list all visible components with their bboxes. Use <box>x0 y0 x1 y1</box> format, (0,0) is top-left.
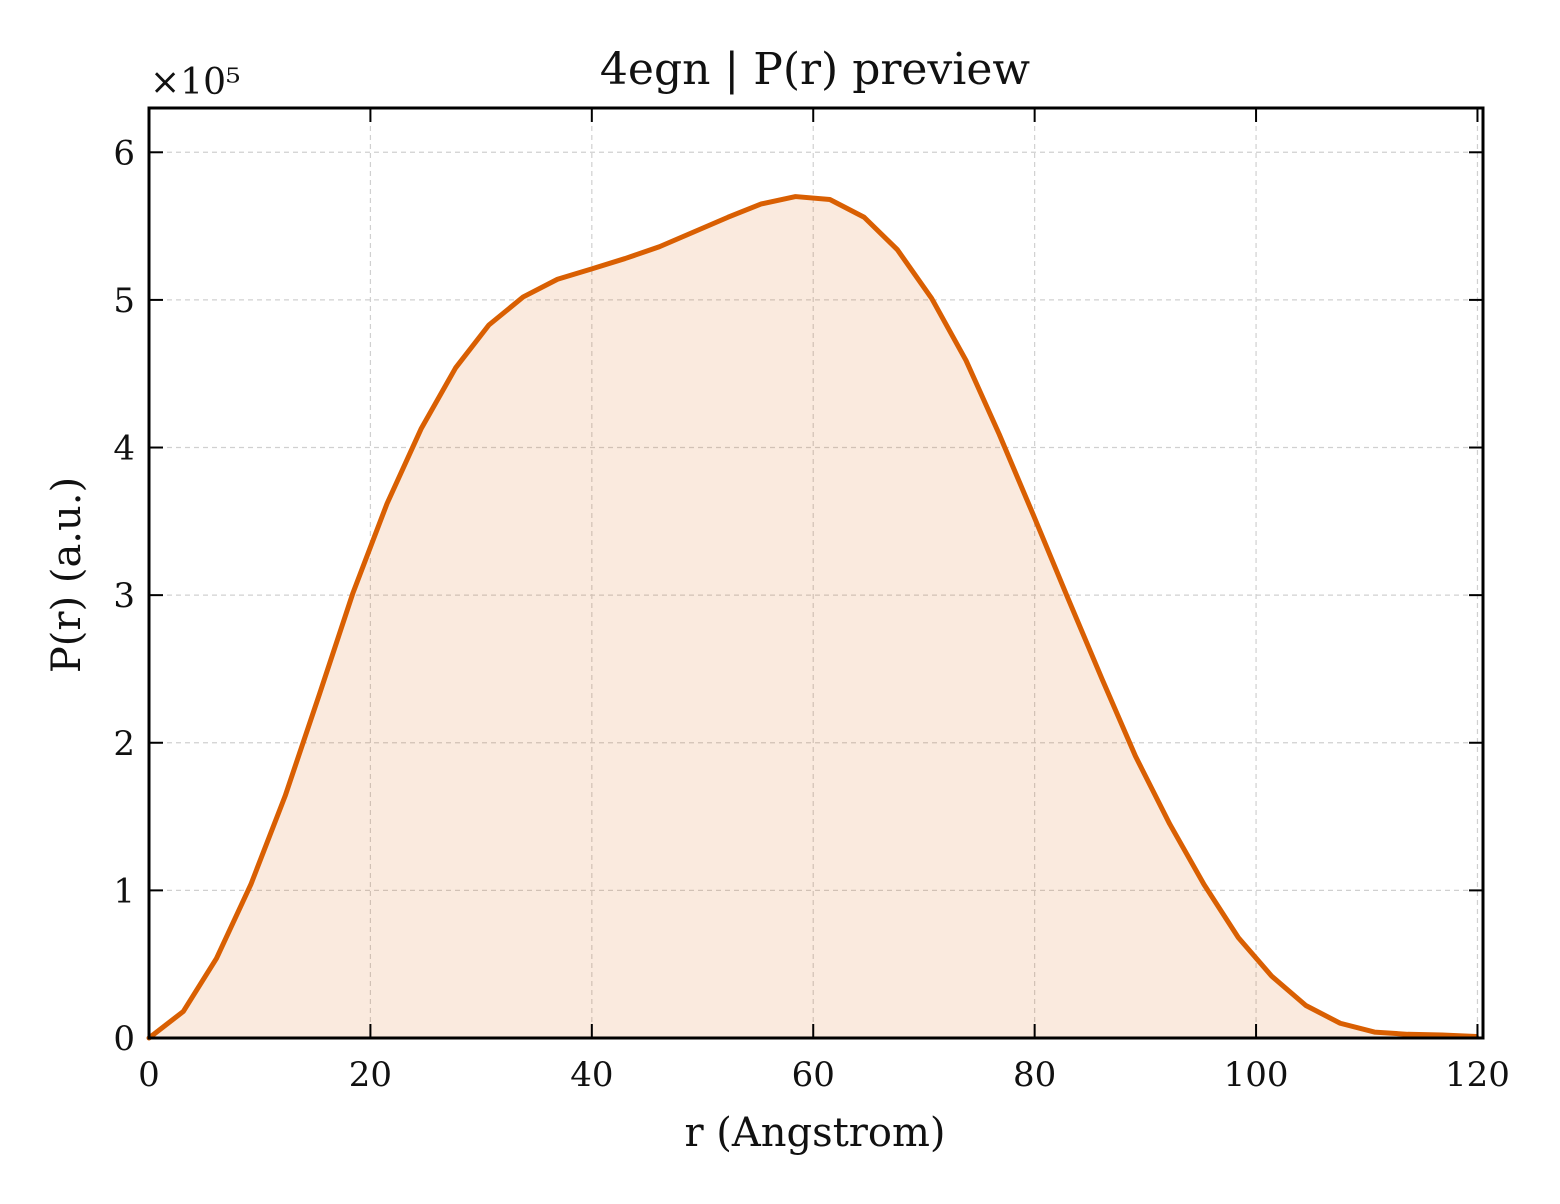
x-tick-label: 120 <box>1445 1055 1510 1095</box>
x-tick-label: 60 <box>792 1055 835 1095</box>
y-tick-label: 6 <box>113 133 135 173</box>
y-tick-label: 3 <box>113 576 135 616</box>
chart-title: 4egn | P(r) preview <box>600 44 1030 95</box>
y-axis-label: P(r) (a.u.) <box>44 477 90 673</box>
data-layer <box>149 197 1476 1038</box>
x-tick-label: 40 <box>570 1055 613 1095</box>
y-tick-label: 1 <box>113 871 135 911</box>
x-tick-label: 100 <box>1224 1055 1289 1095</box>
x-tick-label: 0 <box>138 1055 160 1095</box>
series-area-fill <box>149 197 1476 1038</box>
x-tick-label: 20 <box>349 1055 392 1095</box>
x-axis-label: r (Angstrom) <box>684 1110 945 1156</box>
y-axis-multiplier: ×10⁵ <box>150 62 240 103</box>
y-tick-label: 5 <box>113 281 135 321</box>
x-tick-label: 80 <box>1013 1055 1056 1095</box>
y-tick-label: 2 <box>113 724 135 764</box>
y-tick-label: 0 <box>113 1019 135 1059</box>
y-tick-label: 4 <box>113 429 135 469</box>
